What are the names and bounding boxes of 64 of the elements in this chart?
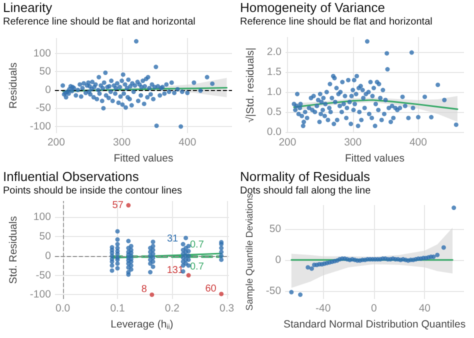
y-tick-label: 100 bbox=[33, 210, 52, 223]
point bbox=[186, 273, 191, 278]
x-tick-label: 0.3 bbox=[219, 302, 234, 314]
x-tick-label: 400 bbox=[178, 136, 196, 149]
point bbox=[452, 206, 456, 210]
y-tick-label: 0 bbox=[45, 250, 52, 262]
y-tick-label: 0.5 bbox=[266, 106, 282, 118]
point bbox=[219, 292, 224, 296]
y-tick-label: -100 bbox=[30, 288, 52, 301]
x-tick-label: 40 bbox=[418, 302, 431, 314]
chart-subtitle: Reference line should be flat and horizontal bbox=[240, 16, 432, 28]
y-tick-label: 50 bbox=[39, 230, 52, 242]
x-tick-label: 0.2 bbox=[164, 302, 180, 314]
y-tick-label: -50 bbox=[36, 102, 52, 114]
annotation: 0.7 bbox=[190, 262, 204, 272]
chart-title: Linearity bbox=[3, 0, 53, 15]
y-axis-title: Residuals bbox=[8, 62, 20, 109]
y-tick-label: 0.0 bbox=[266, 126, 282, 138]
chart-title: Homogeneity of Variance bbox=[240, 0, 386, 15]
x-tick-label: 400 bbox=[409, 136, 428, 149]
point bbox=[431, 254, 436, 260]
chart-subtitle: Reference line should be flat and horizontal bbox=[3, 16, 196, 28]
y-axis-title: Std. Residuals bbox=[8, 216, 20, 284]
chart-title: Influential Observations bbox=[3, 169, 140, 184]
annotation: 0.7 bbox=[190, 240, 204, 250]
annotation: 31 bbox=[166, 234, 179, 245]
annotation: 60 bbox=[205, 283, 217, 294]
annotation: 57 bbox=[112, 200, 124, 211]
point bbox=[150, 292, 154, 297]
x-tick-label: -40 bbox=[316, 302, 331, 314]
x-tick-label: 200 bbox=[47, 136, 66, 149]
y-tick-label: 1.5 bbox=[266, 66, 282, 78]
y-tick-label: -50 bbox=[266, 284, 282, 297]
point bbox=[126, 203, 131, 208]
point bbox=[441, 245, 446, 250]
point bbox=[309, 266, 314, 271]
y-tick-label: 50 bbox=[39, 66, 52, 78]
point bbox=[306, 265, 310, 270]
point bbox=[298, 292, 303, 297]
chart-subtitle: Points should be inside the contour lines bbox=[3, 186, 182, 196]
x-tick-label: 300 bbox=[344, 136, 362, 149]
y-tick-label: 0 bbox=[275, 254, 282, 266]
y-tick-label: 1.0 bbox=[266, 86, 282, 98]
x-tick-label: 200 bbox=[278, 136, 296, 149]
x-tick-label: 0.0 bbox=[56, 302, 70, 314]
y-tick-label: 0 bbox=[45, 84, 52, 96]
y-tick-label: 100 bbox=[33, 47, 52, 60]
point bbox=[435, 252, 440, 258]
y-tick-label: -100 bbox=[30, 120, 52, 133]
y-tick-label: 50 bbox=[269, 222, 282, 235]
y-axis-title: Sample Quantile Deviations bbox=[244, 193, 256, 311]
x-tick-label: 0.1 bbox=[110, 302, 125, 314]
y-tick-label: -50 bbox=[36, 269, 52, 282]
y-axis-title: √|Std. residuals| bbox=[244, 48, 256, 122]
x-tick-label: 0 bbox=[370, 302, 377, 314]
x-tick-label: 300 bbox=[113, 136, 131, 149]
chart-title: Normality of Residuals bbox=[240, 169, 371, 184]
x-axis-title: Standard Normal Distribution Quantiles bbox=[283, 318, 466, 330]
point bbox=[289, 290, 294, 294]
annotation: 8 bbox=[141, 284, 148, 296]
x-axis-title: Fitted values bbox=[114, 152, 174, 164]
x-axis-title: Fitted values bbox=[344, 152, 405, 164]
annotation: 131 bbox=[166, 264, 184, 276]
y-tick-label: 2.0 bbox=[266, 46, 282, 58]
